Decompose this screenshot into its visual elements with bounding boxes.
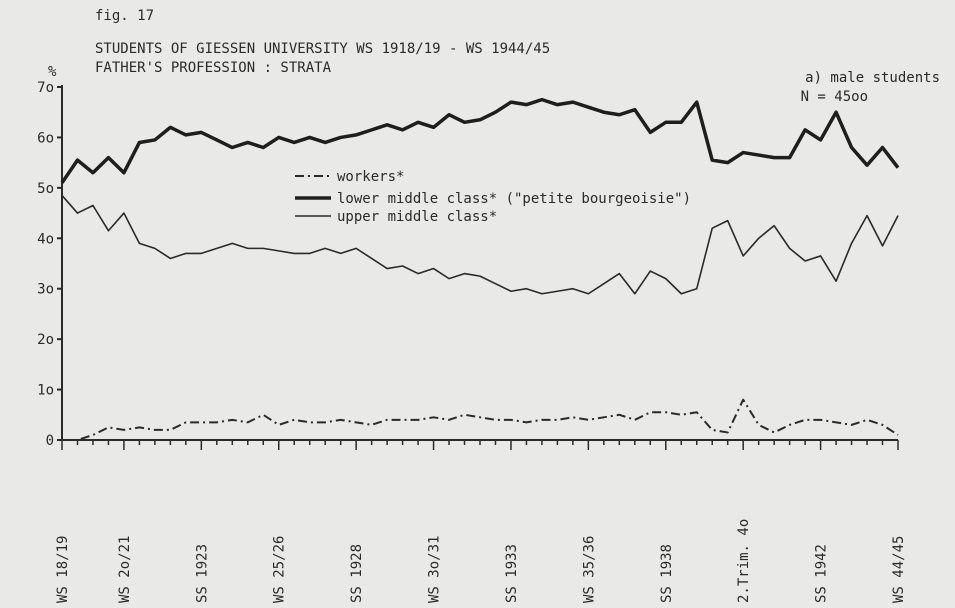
x-tick-label: 2.Trim. 4o [736, 519, 752, 603]
series-line [62, 398, 899, 441]
x-tick-label: WS 25/26 [272, 536, 288, 603]
x-tick-label: SS 1923 [194, 544, 210, 603]
chart-title: STUDENTS OF GIESSEN UNIVERSITY WS 1918/1… [95, 41, 550, 57]
chart-subtitle: FATHER'S PROFESSION : STRATA [95, 60, 332, 76]
y-tick-label: 6o [37, 130, 54, 146]
x-tick-label: SS 1933 [504, 544, 520, 603]
y-tick-label: 3o [37, 282, 54, 298]
y-tick-label: 5o [37, 181, 54, 197]
y-tick-label: 7o [37, 80, 54, 96]
annotation: a) male students [805, 70, 940, 86]
x-tick-label: WS 2o/21 [117, 536, 133, 603]
y-axis-label: % [48, 64, 57, 80]
x-tick-label: WS 18/19 [55, 536, 71, 603]
legend-label: upper middle class* [337, 209, 497, 225]
annotation-n: N = 45oo [801, 89, 868, 105]
x-tick-label: SS 1942 [814, 544, 830, 603]
y-tick-label: 1o [37, 383, 54, 399]
x-tick-label: SS 1938 [659, 544, 675, 603]
x-tick-label: WS 44/45 [891, 536, 907, 603]
legend-label: lower middle class* ("petite bourgeoisie… [337, 191, 691, 207]
x-tick-label: WS 3o/31 [427, 536, 443, 603]
legend-label: workers* [337, 169, 404, 185]
x-tick-label: WS 35/36 [581, 536, 597, 603]
series-line [60, 97, 900, 184]
y-tick-label: 2o [37, 332, 54, 348]
y-tick-label: 4o [37, 231, 54, 247]
figure-label: fig. 17 [95, 8, 154, 24]
series-line [61, 194, 899, 295]
x-tick-label: SS 1928 [349, 544, 365, 603]
y-tick-label: 0 [46, 433, 54, 449]
